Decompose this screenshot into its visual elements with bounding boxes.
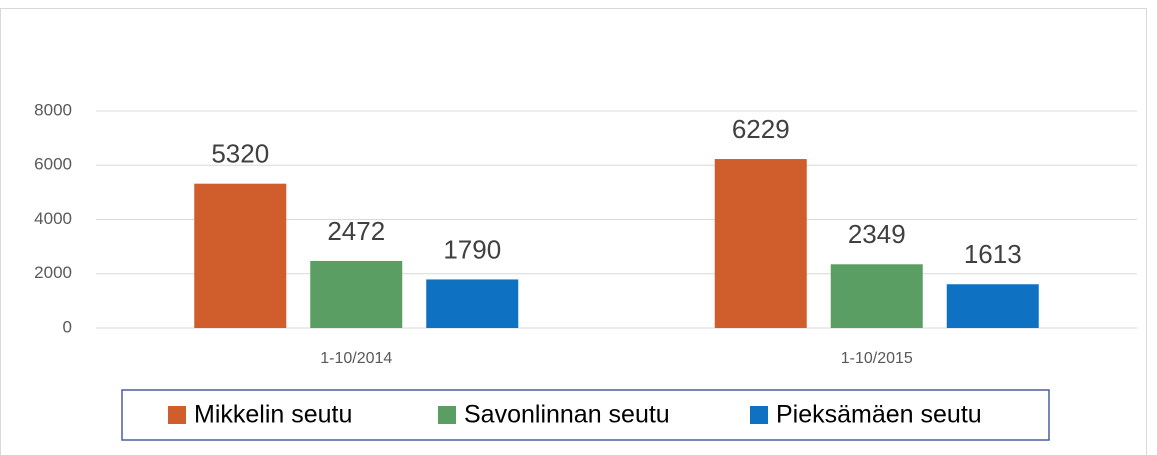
- data-label: 2472: [327, 216, 385, 246]
- legend-swatch: [168, 406, 186, 424]
- y-tick-label: 2000: [34, 263, 72, 282]
- y-tick-label: 4000: [34, 209, 72, 228]
- data-label: 2349: [848, 219, 906, 249]
- data-label: 6229: [732, 114, 790, 144]
- legend-label: Savonlinnan seutu: [464, 401, 670, 429]
- bar: [714, 159, 807, 328]
- y-tick-label: 8000: [34, 100, 72, 119]
- x-tick-label: 1-10/2015: [841, 350, 913, 367]
- legend-label: Mikkelin seutu: [194, 401, 352, 429]
- data-label: 5320: [211, 139, 269, 169]
- y-tick-label: 0: [63, 317, 72, 336]
- data-label: 1613: [964, 239, 1022, 269]
- chart-frame: [0, 8, 1147, 455]
- legend-swatch: [438, 406, 456, 424]
- data-label: 1790: [443, 234, 501, 264]
- bar: [310, 260, 403, 328]
- legend-swatch: [750, 406, 768, 424]
- x-tick-label: 1-10/2014: [320, 350, 392, 367]
- legend-label: Pieksämäen seutu: [776, 401, 982, 429]
- legend-box: [121, 389, 1050, 441]
- bar: [426, 279, 519, 328]
- bar: [194, 183, 287, 328]
- y-tick-label: 6000: [34, 155, 72, 174]
- bar: [946, 284, 1039, 328]
- bar: [830, 264, 923, 328]
